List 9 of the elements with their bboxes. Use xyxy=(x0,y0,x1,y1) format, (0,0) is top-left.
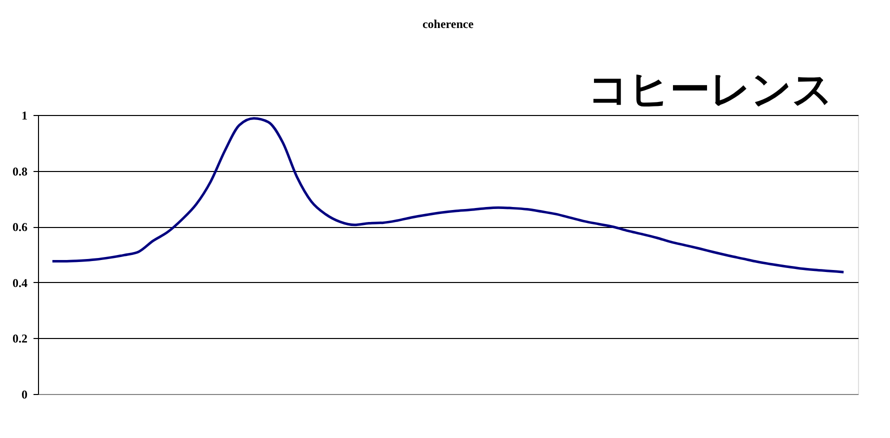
y-tick-label: 0.8 xyxy=(12,164,28,178)
y-tick-label: 1 xyxy=(22,108,28,122)
y-tick-label: 0.2 xyxy=(12,332,28,346)
y-tick-label: 0.6 xyxy=(12,220,28,234)
chart-title: coherence xyxy=(422,17,474,31)
y-tick-label: 0 xyxy=(22,388,28,402)
line-series xyxy=(51,117,845,274)
text: コヒーレンス xyxy=(588,67,833,113)
y-tick-label: 0.4 xyxy=(12,276,28,290)
